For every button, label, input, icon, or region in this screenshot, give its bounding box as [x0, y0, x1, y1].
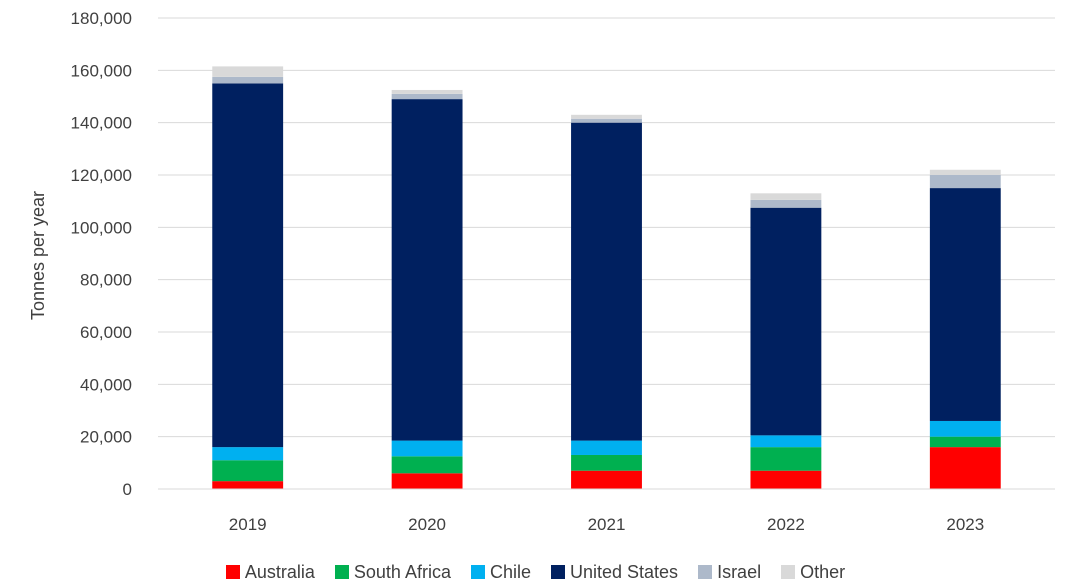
- bar-segment-israel: [750, 199, 822, 208]
- bar-segment-israel: [929, 175, 1001, 189]
- y-tick-label: 180,000: [71, 9, 132, 28]
- legend: Australia South Africa Chile United States I…: [0, 560, 1071, 584]
- bar-segment-chile: [750, 435, 822, 448]
- legend-swatch: [334, 565, 349, 579]
- legend-label: Australia: [244, 561, 315, 582]
- bar-segment-united-states: [929, 188, 1001, 421]
- y-tick-label: 140,000: [71, 114, 132, 133]
- bar-segment-other: [571, 114, 642, 119]
- legend-swatch: [470, 565, 485, 579]
- legend-item: United States: [551, 562, 678, 583]
- bar-segment-israel: [391, 93, 463, 100]
- legend-label: South Africa: [353, 561, 451, 582]
- legend-label: Other: [800, 561, 846, 582]
- legend-item: Australia: [225, 561, 315, 583]
- x-tick-label: 2019: [229, 515, 267, 534]
- bars: [212, 66, 1001, 489]
- bar-segment-chile: [571, 440, 642, 455]
- legend-label: Chile: [489, 561, 531, 582]
- bar-segment-chile: [212, 447, 284, 461]
- legend-label: United States: [570, 561, 679, 582]
- legend-swatch: [698, 565, 713, 579]
- y-axis-title: Tonnes per year: [28, 191, 48, 320]
- bar-segment-chile: [391, 440, 463, 457]
- y-tick-label: 0: [123, 480, 132, 499]
- bar-segment-other: [929, 169, 1001, 175]
- bar-segment-south-africa: [212, 460, 284, 482]
- y-tick-label: 60,000: [80, 323, 132, 342]
- legend-item: Israel: [698, 562, 761, 583]
- legend-item: South Africa: [334, 561, 451, 583]
- y-tick-label: 40,000: [80, 375, 132, 394]
- legend-label: Israel: [717, 561, 762, 582]
- x-tick-label: 2021: [588, 515, 626, 534]
- bar-segment-israel: [212, 76, 284, 84]
- x-axis-tick-labels: 2019 2020 2021 2022 2023: [229, 515, 984, 534]
- bar-segment-australia: [212, 481, 284, 489]
- bar-segment-australia: [750, 470, 822, 489]
- bar-segment-united-states: [750, 207, 822, 436]
- y-tick-label: 20,000: [80, 428, 132, 447]
- x-tick-label: 2020: [408, 515, 446, 534]
- bar-segment-united-states: [391, 99, 463, 441]
- stacked-bar-chart: 0 20,000 40,000 60,000 80,000 100,000 120,000 1…: [28, 9, 1055, 534]
- bar-segment-australia: [391, 473, 463, 489]
- bar-segment-australia: [571, 470, 642, 489]
- bar-segment-chile: [929, 420, 1001, 437]
- bar-segment-israel: [571, 118, 642, 123]
- bar-segment-other: [391, 89, 463, 94]
- bar-segment-south-africa: [929, 436, 1001, 448]
- y-axis-tick-labels: 0 20,000 40,000 60,000 80,000 100,000 120,000 1…: [71, 9, 132, 499]
- bar-segment-south-africa: [391, 456, 463, 474]
- legend-item: Chile: [470, 561, 531, 583]
- bar-segment-united-states: [571, 122, 642, 441]
- y-tick-label: 120,000: [71, 166, 132, 185]
- x-tick-label: 2023: [946, 515, 984, 534]
- bar-segment-other: [750, 193, 822, 200]
- y-tick-label: 100,000: [71, 218, 132, 237]
- legend-swatch: [781, 565, 796, 579]
- bar-segment-australia: [929, 447, 1001, 489]
- y-tick-label: 160,000: [71, 61, 132, 80]
- y-tick-label: 80,000: [80, 271, 132, 290]
- x-tick-label: 2022: [767, 515, 805, 534]
- legend-swatch: [551, 565, 565, 579]
- bar-segment-united-states: [212, 83, 284, 448]
- legend-item: Other: [781, 562, 845, 583]
- bar-segment-south-africa: [750, 447, 822, 471]
- bar-segment-south-africa: [571, 454, 642, 471]
- legend-swatch: [225, 565, 240, 579]
- bar-segment-other: [212, 66, 284, 77]
